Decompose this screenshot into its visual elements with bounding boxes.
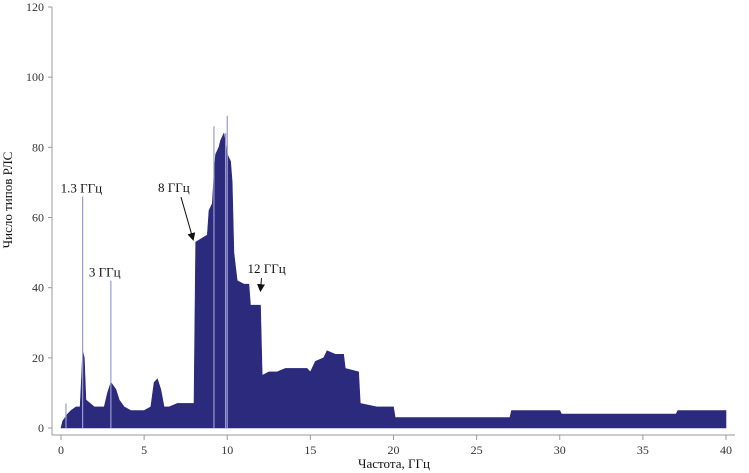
annotation-arrow	[180, 196, 196, 241]
y-axis-label: Число типов РЛС	[0, 152, 15, 249]
annotation-label: 12 ГГц	[248, 261, 286, 276]
x-tick-label: 40	[720, 443, 732, 457]
y-tick-label: 80	[32, 140, 44, 154]
x-tick-label: 5	[141, 443, 147, 457]
annotation-arrow	[257, 278, 265, 293]
x-axis-label: Частота, ГГц	[358, 456, 430, 471]
y-tick-label: 100	[26, 70, 44, 84]
x-tick-label: 25	[471, 443, 483, 457]
annotation-label: 8 ГГц	[158, 180, 190, 195]
x-tick-label: 15	[304, 443, 316, 457]
annotation-label: 3 ГГц	[89, 265, 121, 280]
x-tick-label: 20	[388, 443, 400, 457]
x-tick-label: 35	[637, 443, 649, 457]
y-tick-label: 60	[32, 211, 44, 225]
area-series-0	[60, 132, 727, 429]
y-tick-label: 0	[38, 421, 44, 435]
y-tick-label: 40	[32, 281, 44, 295]
x-tick-label: 30	[554, 443, 566, 457]
x-tick-label: 10	[221, 443, 233, 457]
x-tick-label: 0	[58, 443, 64, 457]
y-tick-label: 120	[26, 0, 44, 14]
y-tick-label: 20	[32, 351, 44, 365]
annotation-label: 1.3 ГГц	[61, 180, 103, 195]
